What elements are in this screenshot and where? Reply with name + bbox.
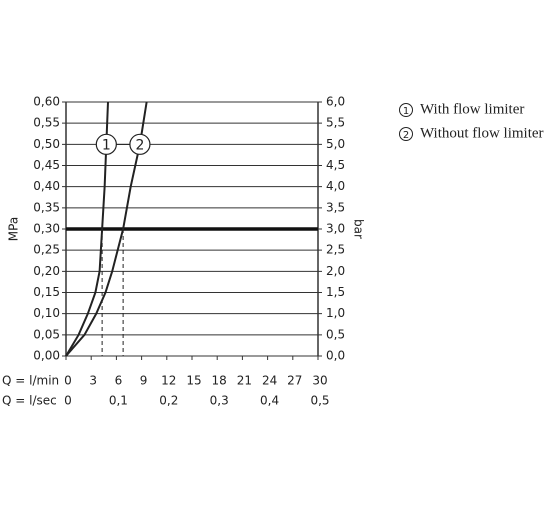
y2-tick-label: 4,0 — [326, 179, 345, 193]
legend-marker — [399, 127, 413, 141]
x-tick-label: 24 — [262, 374, 277, 388]
y-tick-label: 0,15 — [33, 285, 60, 299]
y2-tick-label: 2,0 — [326, 264, 345, 278]
x-tick-label: 21 — [237, 374, 252, 388]
x2-tick-label: 0,4 — [260, 394, 279, 408]
y-tick-label: 0,30 — [33, 222, 60, 236]
y2-tick-label: 3,0 — [326, 222, 345, 236]
y-tick-label: 0,55 — [33, 116, 60, 130]
x-tick-label: 6 — [115, 374, 123, 388]
y2-tick-label: 0,0 — [326, 349, 345, 363]
x2-tick-label: 0,1 — [109, 394, 128, 408]
y-tick-label: 0,20 — [33, 264, 60, 278]
y2-tick-label: 1,0 — [326, 306, 345, 320]
x-tick-label: 12 — [161, 374, 176, 388]
y-tick-label: 0,00 — [33, 349, 60, 363]
legend-marker — [399, 103, 413, 117]
x-tick-label: 30 — [312, 374, 327, 388]
legend-label: Without flow limiter — [420, 125, 544, 141]
series-marker-label: 2 — [135, 137, 144, 153]
legend-marker-label: 1 — [403, 106, 409, 117]
y2-tick-label: 2,5 — [326, 243, 345, 257]
y2-tick-label: 1,5 — [326, 285, 345, 299]
series-marker-label: 1 — [102, 137, 111, 153]
y2-tick-label: 3,5 — [326, 200, 345, 214]
line-series — [65, 101, 109, 357]
y2-tick-label: 0,5 — [326, 327, 345, 341]
x2-tick-label: 0,5 — [310, 394, 329, 408]
y-tick-label: 0,50 — [33, 137, 60, 151]
y2-tick-label: 4,5 — [326, 158, 345, 172]
legend-label: With flow limiter — [420, 101, 524, 117]
y-tick-label: 0,40 — [33, 179, 60, 193]
y-tick-label: 0,45 — [33, 158, 60, 172]
x2-tick-label: 0,2 — [159, 394, 178, 408]
x2-tick-label: 0 — [64, 394, 72, 408]
y-axis-label: MPa — [7, 217, 21, 241]
y2-tick-label: 5,5 — [326, 116, 345, 130]
series-marker — [129, 133, 151, 155]
x-axis-label: Q = l/min — [2, 374, 59, 388]
x-tick-label: 27 — [287, 374, 302, 388]
y2-tick-label: 5,0 — [326, 137, 345, 151]
series-marker — [95, 133, 117, 155]
x2-tick-label: 0,3 — [210, 394, 229, 408]
y2-axis-label: bar — [352, 219, 366, 239]
x-tick-label: 3 — [89, 374, 97, 388]
y-tick-label: 0,25 — [33, 243, 60, 257]
x2-axis-label: Q = l/sec — [2, 394, 57, 408]
legend-marker-label: 2 — [403, 130, 409, 141]
y2-tick-label: 6,0 — [326, 95, 345, 109]
y-tick-label: 0,35 — [33, 200, 60, 214]
x-tick-label: 0 — [64, 374, 72, 388]
line-series — [65, 101, 148, 357]
x-tick-label: 9 — [140, 374, 148, 388]
x-tick-label: 18 — [212, 374, 227, 388]
y-tick-label: 0,10 — [33, 306, 60, 320]
y-tick-label: 0,05 — [33, 327, 60, 341]
x-tick-label: 15 — [186, 374, 201, 388]
y-tick-label: 0,60 — [33, 95, 60, 109]
